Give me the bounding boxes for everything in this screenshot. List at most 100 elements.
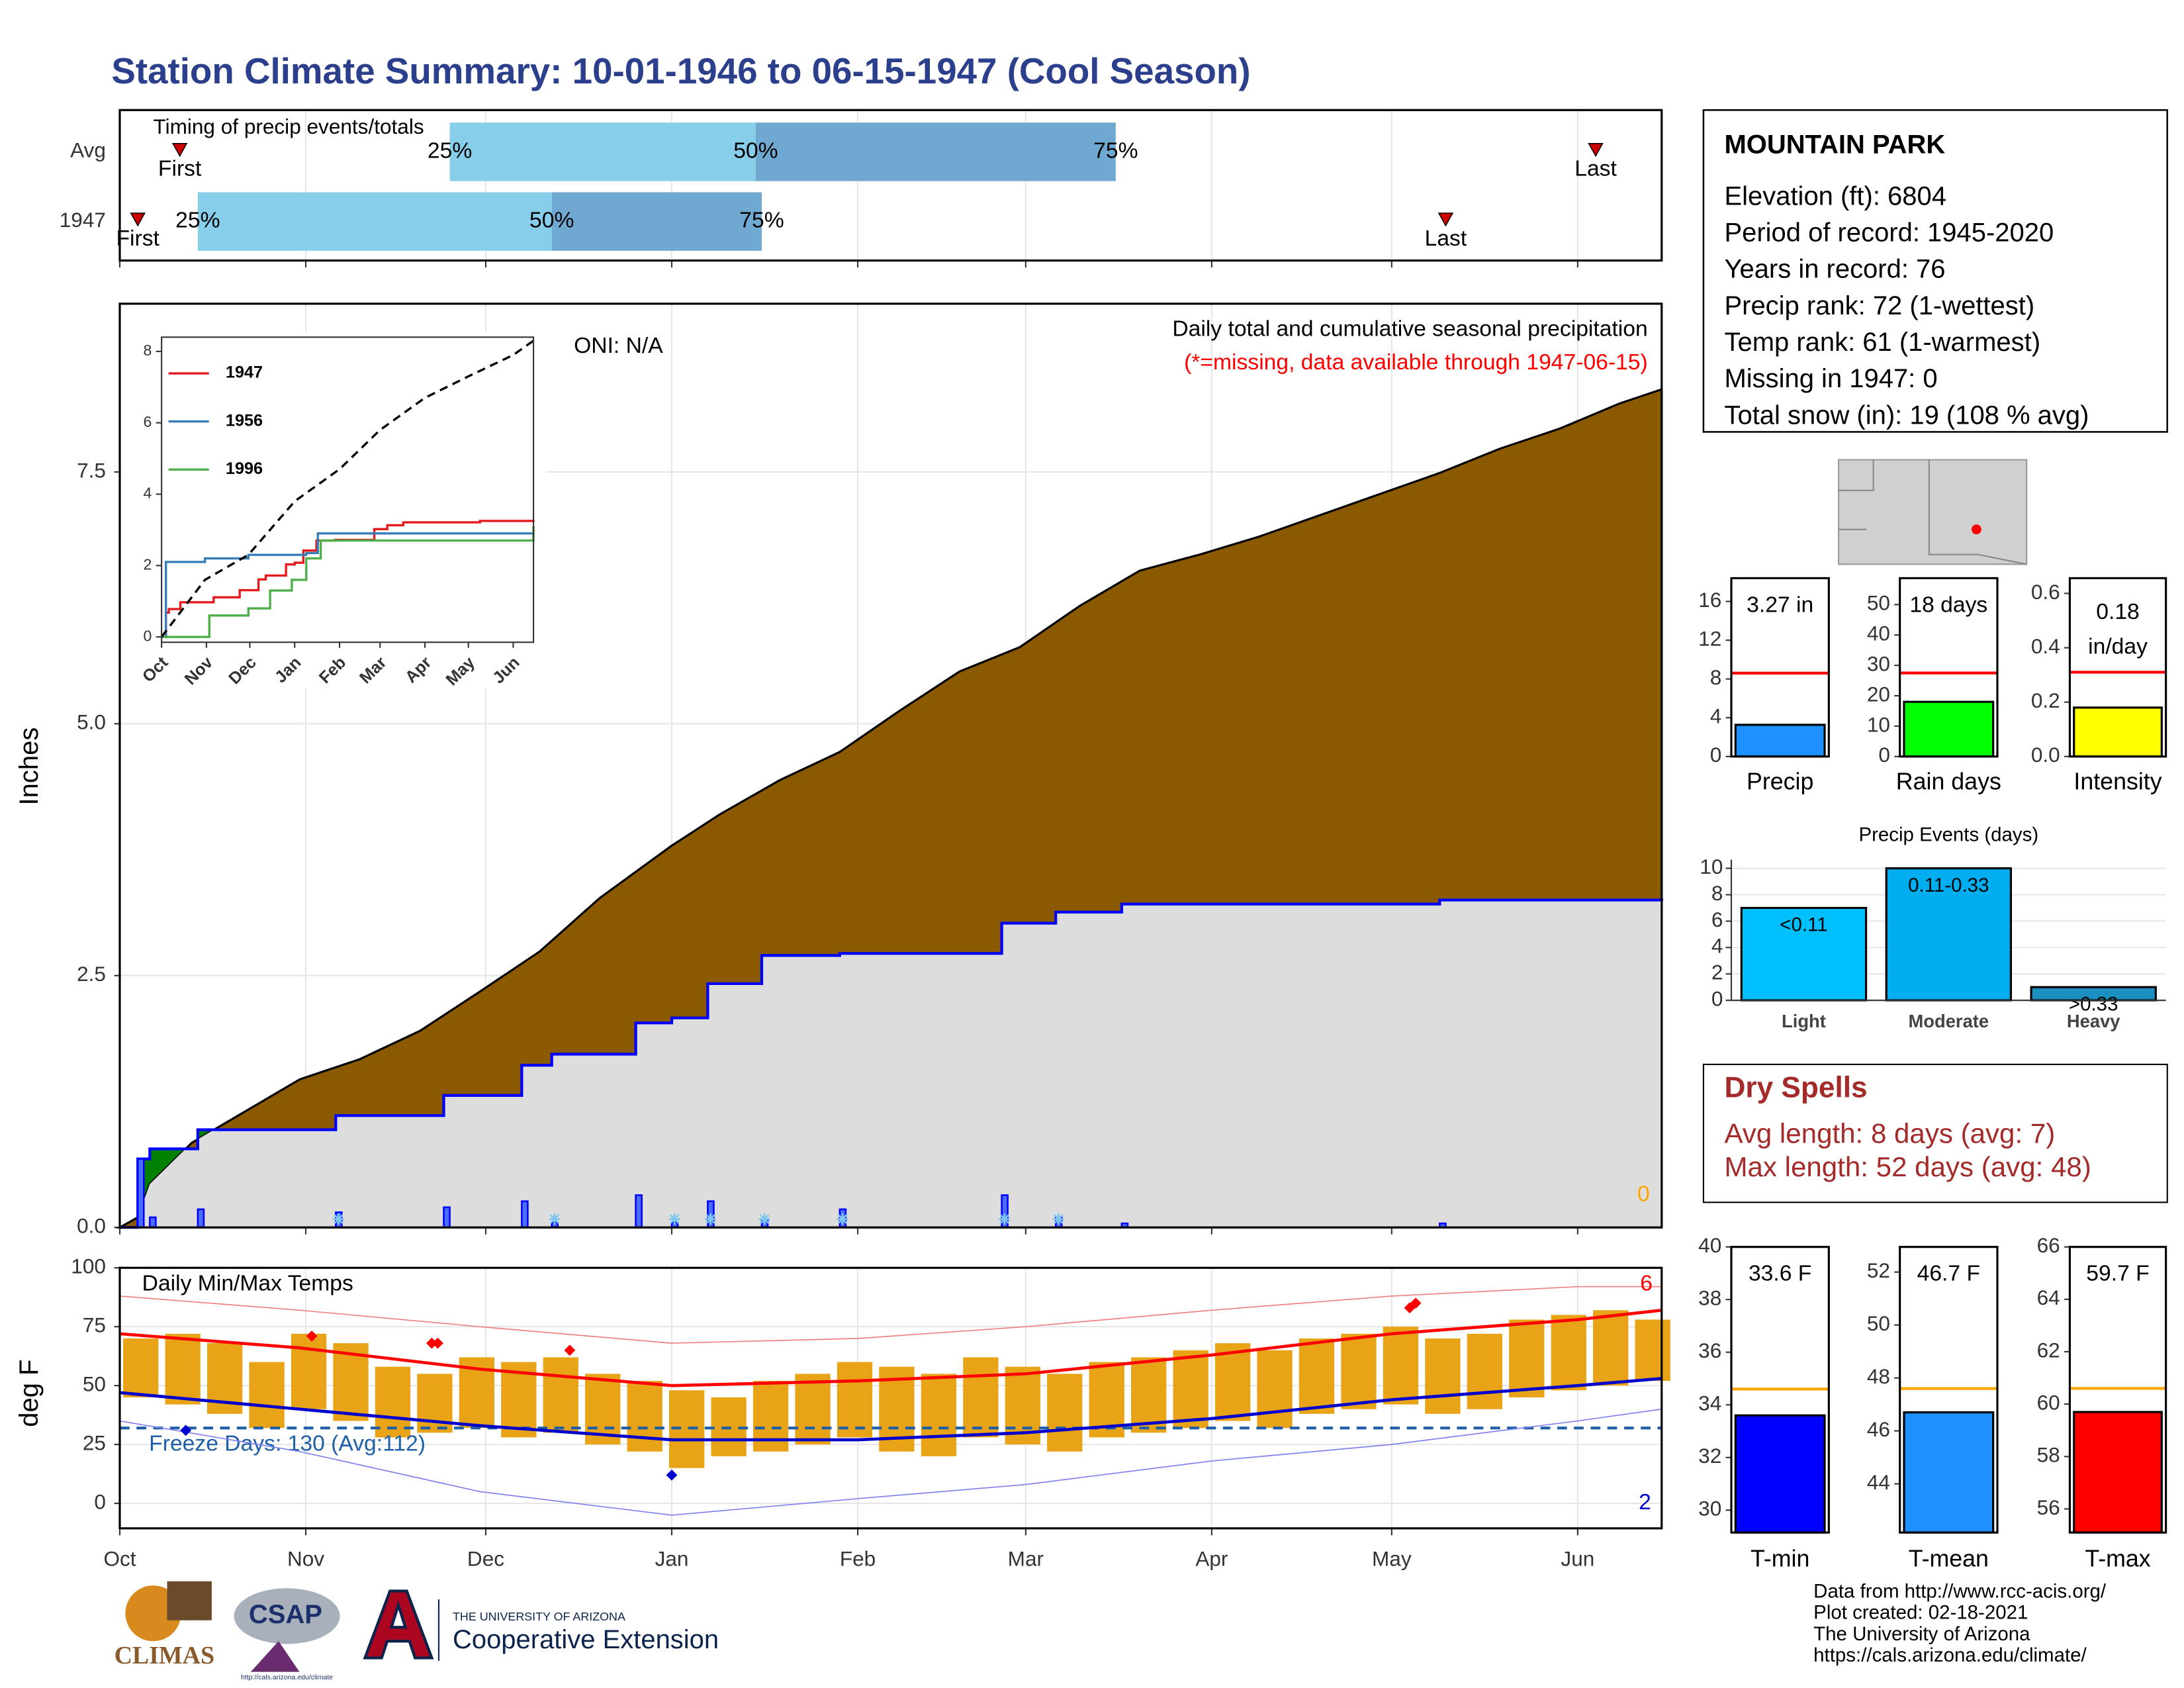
timing-bar bbox=[449, 122, 756, 181]
temp-bar bbox=[1047, 1374, 1083, 1452]
y-tick-label: 30 bbox=[1698, 1497, 1721, 1521]
y-tick-label: 48 bbox=[1867, 1364, 1890, 1388]
station-info: Period of record: 1945-2020 bbox=[1724, 218, 2054, 248]
snow-marker bbox=[999, 1213, 1011, 1225]
events-title: Precip Events (days) bbox=[1858, 824, 2038, 846]
summary-bar bbox=[2073, 1411, 2163, 1534]
snow-marker bbox=[668, 1213, 680, 1225]
y-tick-label: 0 bbox=[1710, 743, 1722, 767]
temp-bar bbox=[1425, 1338, 1461, 1414]
snow-marker bbox=[705, 1213, 717, 1225]
daily-bar bbox=[443, 1206, 451, 1229]
y-tick-label: 4 bbox=[144, 485, 152, 502]
temp-bar bbox=[1383, 1327, 1419, 1405]
y-tick-label: 64 bbox=[2037, 1286, 2060, 1309]
event-label: 50% bbox=[733, 138, 778, 163]
event-label: 75% bbox=[739, 209, 784, 233]
summary-frame bbox=[1730, 577, 1830, 758]
annotation: (*=missing, data available through 1947-… bbox=[1184, 350, 1648, 375]
value-label: >0.33 bbox=[2069, 993, 2118, 1015]
event-label: 50% bbox=[529, 209, 574, 233]
value-label: 59.7 F bbox=[2086, 1262, 2149, 1286]
row-label: Avg bbox=[70, 138, 106, 162]
y-tick-label: 0 bbox=[1878, 743, 1890, 767]
inset-line bbox=[161, 526, 535, 638]
dry-spell-info: Avg length: 8 days (avg: 7) bbox=[1724, 1117, 2055, 1149]
summary-frame bbox=[2068, 1246, 2167, 1534]
y-tick-label: 4 bbox=[1710, 704, 1722, 728]
y-tick-label: 7.5 bbox=[77, 458, 106, 482]
y-tick-label: 10 bbox=[1867, 712, 1890, 736]
category-label: T-mean bbox=[1909, 1546, 1989, 1572]
y-tick-label: 0.0 bbox=[77, 1214, 106, 1238]
temp-bar bbox=[1298, 1338, 1335, 1414]
y-tick-label: 25 bbox=[83, 1430, 106, 1454]
summary-frame bbox=[1899, 577, 1999, 758]
logo-text: CLIMAS bbox=[114, 1642, 215, 1669]
summary-bar bbox=[2073, 706, 2163, 758]
category-label: T-max bbox=[2085, 1546, 2150, 1572]
temp-bar bbox=[123, 1338, 159, 1397]
station-info: Elevation (ft): 6804 bbox=[1724, 181, 1946, 211]
record-marker bbox=[426, 1337, 437, 1349]
event-marker bbox=[130, 212, 146, 227]
temp-bar bbox=[1551, 1315, 1586, 1391]
event-label: Last bbox=[1425, 226, 1467, 251]
event-marker bbox=[1437, 212, 1454, 227]
snow-marker bbox=[333, 1213, 344, 1225]
temp-bar bbox=[291, 1333, 327, 1409]
summary-frame bbox=[1899, 1246, 1999, 1534]
y-tick-label: 8 bbox=[1711, 881, 1723, 905]
temp-bar bbox=[1214, 1343, 1251, 1421]
x-tick-label: Feb bbox=[840, 1547, 876, 1571]
temp-bar bbox=[543, 1357, 578, 1433]
logo-text: THE UNIVERSITY OF ARIZONA bbox=[453, 1610, 625, 1623]
plot-frame bbox=[118, 109, 1663, 262]
annotation: Daily total and cumulative seasonal prec… bbox=[1172, 317, 1647, 342]
legend-label: 1947 bbox=[226, 363, 263, 382]
y-tick-label: 75 bbox=[83, 1313, 106, 1337]
y-tick-label: 2.5 bbox=[77, 962, 106, 986]
value-label: 46.7 F bbox=[1917, 1262, 1980, 1286]
x-tick-label: Jun bbox=[1561, 1547, 1594, 1571]
temp-bar bbox=[165, 1333, 201, 1405]
y-tick-label: 2 bbox=[1711, 961, 1723, 984]
row-label: 1947 bbox=[60, 208, 106, 232]
x-tick-label: Dec bbox=[467, 1547, 504, 1571]
y-tick-label: 0 bbox=[94, 1489, 106, 1513]
temp-bar bbox=[795, 1374, 831, 1445]
y-tick-label: 6 bbox=[1711, 908, 1723, 931]
event-label: 25% bbox=[175, 209, 220, 233]
daily-bar bbox=[197, 1208, 205, 1229]
daily-bar bbox=[136, 1158, 145, 1229]
snow-marker bbox=[837, 1213, 848, 1225]
inset-line bbox=[161, 530, 535, 638]
station-info: Precip rank: 72 (1-wettest) bbox=[1724, 291, 2034, 320]
temp-bar bbox=[1257, 1350, 1293, 1429]
below-area bbox=[119, 898, 1662, 1228]
y-tick-label: 34 bbox=[1698, 1391, 1721, 1415]
season-line bbox=[119, 898, 1663, 1229]
y-axis-title: Inches bbox=[15, 727, 44, 806]
category-label: Rain days bbox=[1896, 768, 2001, 794]
station-name: MOUNTAIN PARK bbox=[1724, 130, 1945, 160]
x-tick-label: Jan bbox=[655, 1547, 689, 1571]
y-tick-label: 6 bbox=[144, 413, 152, 430]
temp-bar bbox=[837, 1362, 873, 1438]
page-title: Station Climate Summary: 10-01-1946 to 0… bbox=[111, 50, 1250, 91]
temp-bar bbox=[249, 1362, 285, 1429]
timing-bar bbox=[755, 122, 1116, 181]
station-info: Years in record: 76 bbox=[1724, 255, 1945, 284]
record-marker bbox=[666, 1469, 678, 1481]
footer-line: Data from http://www.rcc-acis.org/ bbox=[1813, 1580, 2107, 1602]
y-tick-label: 50 bbox=[1867, 591, 1890, 615]
station-box bbox=[1702, 109, 2169, 433]
inset-line bbox=[160, 340, 535, 638]
y-tick-label: 38 bbox=[1698, 1286, 1721, 1310]
temp-bar bbox=[963, 1357, 999, 1438]
temp-bar bbox=[1131, 1357, 1167, 1433]
y-tick-label: 0.4 bbox=[2031, 634, 2060, 658]
temp-line bbox=[119, 1286, 1662, 1344]
